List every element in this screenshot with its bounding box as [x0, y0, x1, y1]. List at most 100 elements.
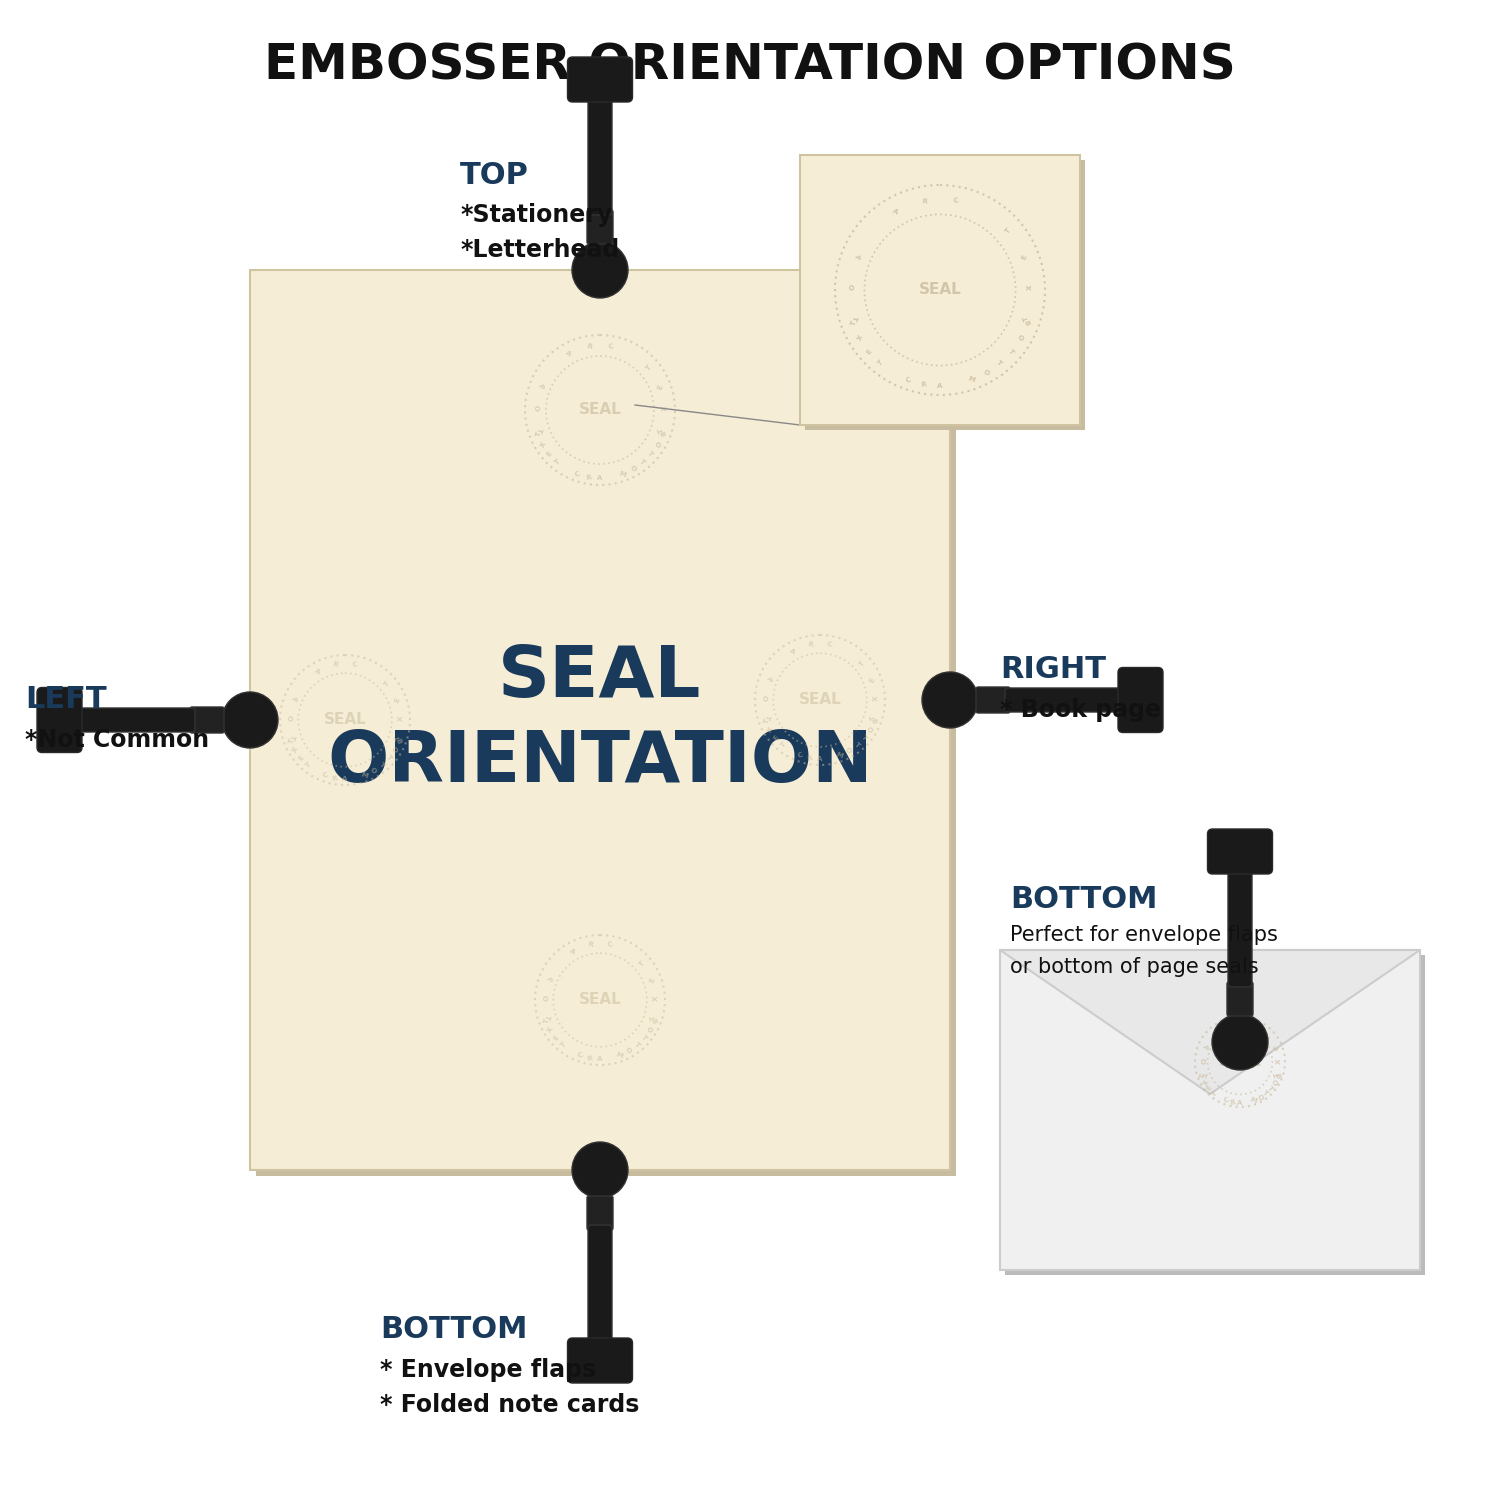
Text: * Folded note cards: * Folded note cards: [380, 1394, 639, 1417]
Text: E: E: [546, 450, 554, 458]
Text: X: X: [292, 746, 300, 753]
Text: SEAL: SEAL: [579, 993, 621, 1008]
Text: C: C: [904, 376, 912, 384]
Text: T: T: [384, 680, 392, 687]
Text: O: O: [1270, 1078, 1278, 1086]
Text: C: C: [351, 662, 357, 669]
Text: T: T: [633, 1041, 640, 1050]
Text: *Not Common: *Not Common: [26, 728, 209, 752]
Circle shape: [922, 672, 978, 728]
Text: X: X: [1275, 1058, 1282, 1064]
Text: A: A: [789, 648, 796, 656]
Text: T: T: [853, 741, 861, 750]
Text: Perfect for envelope flaps: Perfect for envelope flaps: [1010, 926, 1278, 945]
FancyBboxPatch shape: [1228, 861, 1252, 987]
Text: C: C: [608, 344, 613, 350]
Text: A: A: [938, 382, 942, 388]
FancyBboxPatch shape: [38, 687, 82, 753]
Text: E: E: [772, 735, 780, 742]
Text: O: O: [1198, 1058, 1204, 1064]
Text: T: T: [859, 735, 867, 742]
Text: T: T: [640, 1035, 648, 1042]
Text: E: E: [1206, 1084, 1214, 1092]
Text: O: O: [652, 441, 662, 448]
Text: O: O: [982, 369, 990, 376]
Text: M: M: [615, 1052, 624, 1059]
Text: T: T: [646, 450, 654, 458]
FancyBboxPatch shape: [69, 708, 195, 732]
Text: T: T: [304, 762, 312, 770]
FancyBboxPatch shape: [588, 88, 612, 214]
Text: E: E: [1272, 1044, 1280, 1052]
Text: or bottom of page seals: or bottom of page seals: [1010, 957, 1258, 976]
Text: A: A: [314, 668, 321, 675]
Text: C: C: [578, 1052, 584, 1059]
Text: C: C: [606, 942, 612, 948]
Text: T: T: [764, 717, 771, 724]
Text: O: O: [844, 747, 853, 756]
Text: B: B: [650, 1017, 657, 1025]
Text: R: R: [807, 642, 813, 648]
Text: P: P: [764, 676, 771, 682]
Text: X: X: [652, 996, 658, 1000]
FancyBboxPatch shape: [1227, 982, 1252, 1016]
Text: A: A: [1216, 1024, 1225, 1032]
Text: T: T: [1005, 226, 1013, 234]
Text: R: R: [585, 474, 591, 480]
Text: A: A: [597, 1056, 603, 1062]
Text: A: A: [342, 776, 348, 782]
Text: R: R: [1230, 1020, 1236, 1028]
Text: X: X: [548, 1026, 555, 1033]
Text: M: M: [1250, 1096, 1258, 1104]
Text: C: C: [1222, 1096, 1230, 1104]
Text: T: T: [1266, 1084, 1274, 1092]
Text: T: T: [543, 1014, 550, 1020]
FancyBboxPatch shape: [256, 276, 956, 1176]
Text: T: T: [858, 660, 865, 668]
Circle shape: [572, 1142, 628, 1198]
Text: E: E: [648, 976, 656, 982]
Text: O: O: [390, 746, 399, 754]
Text: X: X: [1028, 285, 1033, 290]
Text: LEFT: LEFT: [26, 686, 106, 714]
Text: B: B: [870, 717, 877, 724]
FancyBboxPatch shape: [976, 687, 1010, 712]
Text: T: T: [996, 360, 1004, 368]
Text: A: A: [892, 207, 900, 216]
FancyBboxPatch shape: [251, 270, 950, 1170]
Text: O: O: [846, 285, 853, 291]
Text: * Envelope flaps: * Envelope flaps: [380, 1358, 596, 1382]
Text: T: T: [536, 426, 543, 433]
FancyBboxPatch shape: [806, 160, 1084, 430]
Text: P: P: [852, 254, 859, 261]
Text: M: M: [836, 752, 844, 759]
Text: R: R: [588, 942, 594, 948]
Text: X: X: [856, 334, 864, 342]
FancyBboxPatch shape: [567, 1338, 633, 1383]
Text: SEAL
ORIENTATION: SEAL ORIENTATION: [327, 644, 873, 796]
Text: T: T: [560, 1041, 567, 1050]
Text: E: E: [297, 754, 304, 762]
Text: X: X: [398, 716, 404, 722]
Text: T: T: [1200, 1071, 1208, 1077]
Text: T: T: [876, 360, 885, 368]
Text: BOTTOM: BOTTOM: [380, 1316, 528, 1344]
Text: C: C: [1244, 1020, 1250, 1028]
Text: T: T: [650, 1014, 657, 1020]
Text: T: T: [1262, 1089, 1269, 1098]
Text: R: R: [921, 381, 927, 387]
Text: E: E: [868, 676, 876, 682]
Text: T: T: [780, 741, 788, 750]
Text: P: P: [290, 696, 297, 703]
Text: B: B: [657, 430, 664, 436]
FancyBboxPatch shape: [1005, 956, 1425, 1275]
Text: P: P: [536, 382, 543, 390]
Text: T: T: [1023, 315, 1029, 321]
Text: A: A: [597, 476, 603, 482]
Text: T: T: [1210, 1089, 1218, 1098]
Text: T: T: [1266, 1034, 1274, 1041]
Text: E: E: [552, 1035, 560, 1042]
Text: EMBOSSER ORIENTATION OPTIONS: EMBOSSER ORIENTATION OPTIONS: [264, 40, 1236, 88]
Text: M: M: [618, 470, 627, 478]
Text: P: P: [1200, 1044, 1208, 1052]
